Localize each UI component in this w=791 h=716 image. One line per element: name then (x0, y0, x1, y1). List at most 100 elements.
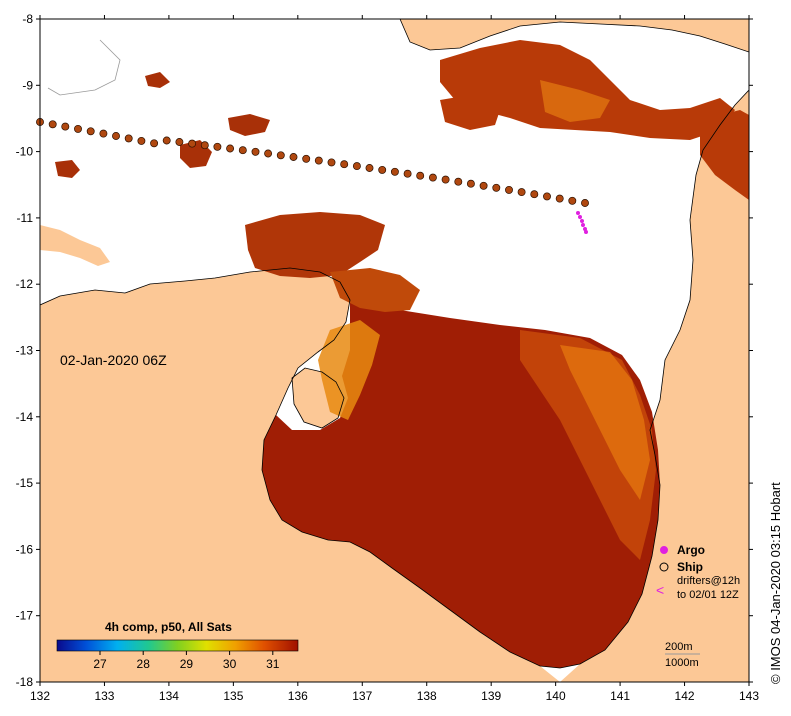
y-tick-label: -8 (22, 12, 33, 26)
ship-track-point (530, 190, 539, 199)
ship-legend-icon (659, 562, 669, 572)
ship-track-point (74, 124, 82, 133)
ship-track-point (238, 146, 247, 155)
legend-contour-1000m: 1000m (665, 657, 699, 669)
ship-track-point (314, 156, 323, 165)
sst-west-small-2 (55, 160, 80, 178)
colorbar-tick-label: 29 (180, 657, 194, 671)
argo-track-point (584, 230, 588, 234)
colorbar-title: 4h comp, p50, All Sats (105, 620, 232, 634)
ship-track-point (200, 141, 209, 150)
x-tick-label: 137 (352, 689, 372, 703)
colorbar-ticks: 27 28 29 30 31 (93, 651, 280, 671)
coastline-groote (291, 367, 345, 429)
coastline-layer (40, 19, 749, 669)
ship-track-point (99, 129, 108, 138)
ship-track-point (289, 153, 298, 161)
ship-track-point (479, 181, 488, 190)
ship-track-point (112, 132, 120, 140)
coastline-east (559, 89, 749, 669)
ship-track-point (188, 139, 197, 148)
y-axis: -8 -9 -10 -11 -12 -13 -14 -15 -16 -17 -18 (16, 12, 753, 689)
x-tick-label: 132 (30, 689, 50, 703)
ship-track-point (340, 160, 349, 169)
land-new-guinea (400, 19, 749, 52)
ship-track-point (365, 164, 374, 172)
argo-track-point (578, 215, 582, 219)
legend: Argo Ship drifters@12h < to 02/01 12Z 20… (656, 543, 740, 669)
sst-west-small-4 (145, 72, 170, 88)
colorbar-tick-label: 27 (93, 657, 107, 671)
ship-track-point (581, 199, 589, 207)
y-tick-label: -13 (16, 344, 34, 358)
argo-track-point (576, 211, 580, 215)
ship-track-point (124, 134, 133, 143)
y-tick-label: -15 (16, 476, 34, 490)
colorbar-tick-label: 28 (137, 657, 151, 671)
legend-argo: Argo (677, 543, 705, 557)
ship-track-point (302, 154, 311, 163)
legend-ship: Ship (677, 560, 703, 574)
x-tick-label: 134 (159, 689, 179, 703)
ship-track-point (150, 139, 159, 148)
coastline-png (399, 19, 749, 53)
ship-track-point (543, 192, 551, 201)
ship-track-point (251, 147, 260, 156)
argo-track (576, 211, 588, 234)
sst-west-coast-warm (318, 320, 380, 420)
sst-north-patch-warm (540, 80, 610, 122)
land-cape-york (560, 19, 749, 682)
y-tick-label: -9 (22, 78, 33, 92)
ship-track-point (555, 194, 564, 203)
colorbar-tick-label: 30 (223, 657, 237, 671)
ship-track-point (264, 149, 273, 158)
ship-track-point (505, 185, 513, 194)
ship-track-point (327, 158, 336, 167)
colorbar-tick-label: 31 (266, 657, 280, 671)
x-axis: 132 133 134 135 136 137 138 139 140 141 142 143 (30, 15, 759, 703)
x-tick-label: 142 (675, 689, 695, 703)
ship-track-point (441, 175, 450, 184)
sst-layer (55, 40, 749, 668)
y-tick-label: -16 (16, 542, 34, 556)
ship-track-point (390, 167, 399, 176)
x-tick-label: 136 (288, 689, 308, 703)
sst-gulf-mid-east (560, 345, 650, 500)
x-tick-label: 138 (417, 689, 437, 703)
ship-track-point (61, 122, 70, 131)
land-wessel-islands (40, 225, 110, 266)
sst-north-patch (440, 40, 735, 140)
x-tick-label: 139 (481, 689, 501, 703)
y-tick-label: -12 (16, 277, 34, 291)
ship-track-point (403, 169, 412, 178)
ship-track-point (213, 142, 222, 151)
sst-cape-wilberforce-patch (330, 268, 420, 312)
ship-track-point (454, 177, 463, 186)
sst-wessel-patch (245, 212, 385, 278)
ship-track-point (568, 196, 577, 205)
argo-legend-icon (660, 546, 668, 554)
colorbar: 4h comp, p50, All Sats 27 28 29 30 31 (56, 620, 299, 671)
x-tick-label: 135 (223, 689, 243, 703)
ship-track-point (492, 183, 501, 192)
ship-track-point (517, 188, 526, 197)
x-tick-label: 140 (546, 689, 566, 703)
legend-contour-200m: 200m (665, 641, 693, 653)
ship-track-point (137, 136, 146, 145)
ship-track-point (416, 171, 425, 180)
x-tick-label: 143 (739, 689, 759, 703)
ship-track-point (175, 138, 184, 146)
legend-drifters-2: to 02/01 12Z (677, 589, 739, 601)
sst-east-patch (700, 110, 749, 200)
ship-track-point (466, 179, 475, 188)
sst-west-small-3 (228, 114, 270, 136)
ship-track-point (276, 151, 285, 160)
sst-north-west-patch (440, 95, 500, 130)
argo-track-point (580, 219, 584, 223)
map-plot-area (40, 19, 749, 682)
y-tick-label: -10 (16, 145, 34, 159)
ship-track-point (378, 165, 387, 174)
legend-drifters-1: drifters@12h (677, 575, 740, 587)
argo-track-point (581, 223, 585, 227)
